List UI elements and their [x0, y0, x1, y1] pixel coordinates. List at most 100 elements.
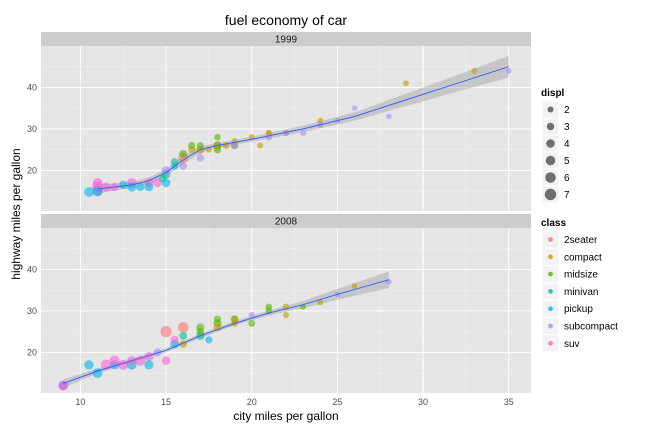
facet-panel-1999: 1999 20 30 40 — [27, 32, 531, 211]
chart-title: fuel economy of car — [225, 12, 348, 28]
size-legend-label: 6 — [564, 173, 570, 184]
size-legend-marker — [545, 155, 556, 166]
data-point-pickup — [84, 187, 94, 197]
x-tick-label: 10 — [75, 397, 85, 407]
data-point-midsize — [213, 315, 222, 323]
class-legend-label: midsize — [564, 270, 598, 281]
data-point-compact — [282, 312, 290, 319]
x-tick-label: 15 — [161, 397, 171, 407]
class-legend-label: 2seater — [564, 235, 598, 246]
size-legend-marker — [546, 122, 555, 131]
smooth-line — [97, 66, 509, 190]
data-point-pickup — [161, 178, 171, 188]
facet-strip-label: 2008 — [275, 217, 298, 228]
data-point-midsize — [214, 133, 221, 141]
data-point-midsize — [188, 141, 196, 150]
class-legend-marker — [548, 237, 553, 242]
data-point-midsize — [248, 319, 256, 327]
data-point-midsize — [265, 303, 273, 311]
x-tick-label: 20 — [247, 397, 257, 407]
class-legend-label: pickup — [564, 304, 593, 315]
facet-panel-2008: 2008 20 30 40 10 15 20 25 30 35 — [27, 214, 531, 407]
data-point-compact — [402, 80, 409, 87]
size-legend: displ 2 3 4 5 6 7 — [541, 88, 570, 204]
data-point-midsize — [179, 149, 188, 158]
y-tick-label: 30 — [27, 124, 37, 134]
data-point-compact — [317, 117, 324, 124]
size-legend-marker — [545, 172, 556, 183]
data-point-suv — [58, 380, 68, 391]
data-point-pickup — [119, 180, 128, 190]
data-point-subcompact — [300, 130, 307, 136]
class-legend-label: subcompact — [564, 322, 618, 333]
size-legend-label: 3 — [564, 122, 570, 133]
data-point-subcompact — [153, 348, 162, 357]
class-legend-marker — [548, 306, 553, 312]
size-legend-label: 5 — [564, 156, 570, 167]
data-point-compact — [351, 283, 358, 289]
data-point-midsize — [196, 142, 204, 149]
y-tick-label: 20 — [27, 347, 37, 357]
y-tick-label: 30 — [27, 306, 37, 316]
class-legend-label: compact — [564, 252, 602, 263]
data-point-pickup — [84, 360, 94, 370]
data-point-pickup — [144, 182, 154, 192]
color-legend-title: class — [541, 218, 566, 229]
data-point-suv — [135, 355, 146, 366]
size-legend-label: 2 — [564, 105, 570, 116]
smooth-line — [63, 279, 389, 384]
data-point-2seater — [177, 322, 189, 333]
data-point-subcompact — [506, 68, 512, 74]
size-legend-title: displ — [541, 88, 565, 99]
data-point-midsize — [196, 327, 205, 336]
facet-panels: 1999 20 30 40 2008 20 30 40 10 15 20 25 30 35 — [27, 32, 531, 407]
data-point-subcompact — [282, 130, 290, 137]
class-legend-marker — [548, 271, 553, 277]
x-axis-title: city miles per gallon — [233, 409, 338, 423]
class-legend-marker — [548, 289, 553, 294]
data-point-subcompact — [161, 166, 171, 175]
size-legend-label: 4 — [564, 139, 570, 150]
data-point-suv — [144, 351, 154, 362]
data-point-compact — [231, 316, 238, 323]
y-tick-label: 40 — [27, 264, 37, 274]
data-point-subcompact — [179, 162, 187, 170]
size-legend-marker — [546, 139, 555, 148]
data-point-2seater — [160, 325, 172, 338]
x-tick-label: 30 — [418, 397, 428, 407]
data-point-suv — [161, 356, 171, 365]
data-point-suv — [101, 182, 111, 192]
data-point-compact — [471, 67, 478, 74]
data-point-subcompact — [386, 113, 392, 120]
data-point-minivan — [179, 331, 188, 340]
data-point-compact — [317, 299, 324, 306]
size-legend-label: 7 — [564, 190, 570, 201]
data-point-pickup — [205, 336, 213, 344]
facet-strip — [41, 32, 531, 46]
data-point-suv — [109, 355, 120, 366]
color-legend: class 2seater compact midsize minivan pickup… — [541, 218, 618, 353]
data-point-subcompact — [196, 154, 205, 162]
data-point-pickup — [136, 182, 145, 192]
x-tick-label: 25 — [332, 397, 342, 407]
smooth-confidence-band — [97, 55, 509, 195]
data-point-subcompact — [248, 312, 255, 319]
class-legend-label: suv — [564, 339, 580, 350]
y-tick-label: 40 — [27, 82, 37, 92]
data-point-suv — [92, 178, 103, 188]
data-point-subcompact — [351, 105, 358, 111]
data-point-pickup — [144, 360, 154, 370]
y-tick-label: 20 — [27, 165, 37, 175]
size-legend-marker — [547, 106, 554, 113]
facet-strip-label: 1999 — [275, 35, 298, 46]
size-legend-marker — [544, 188, 557, 201]
y-axis-title: highway miles per gallon — [9, 148, 23, 279]
data-point-compact — [257, 142, 264, 149]
facet-strip — [41, 214, 531, 228]
data-point-suv — [170, 335, 179, 345]
x-tick-label: 35 — [504, 397, 514, 407]
class-legend-label: minivan — [564, 287, 598, 298]
data-point-subcompact — [231, 142, 238, 149]
class-legend-marker — [548, 323, 553, 329]
